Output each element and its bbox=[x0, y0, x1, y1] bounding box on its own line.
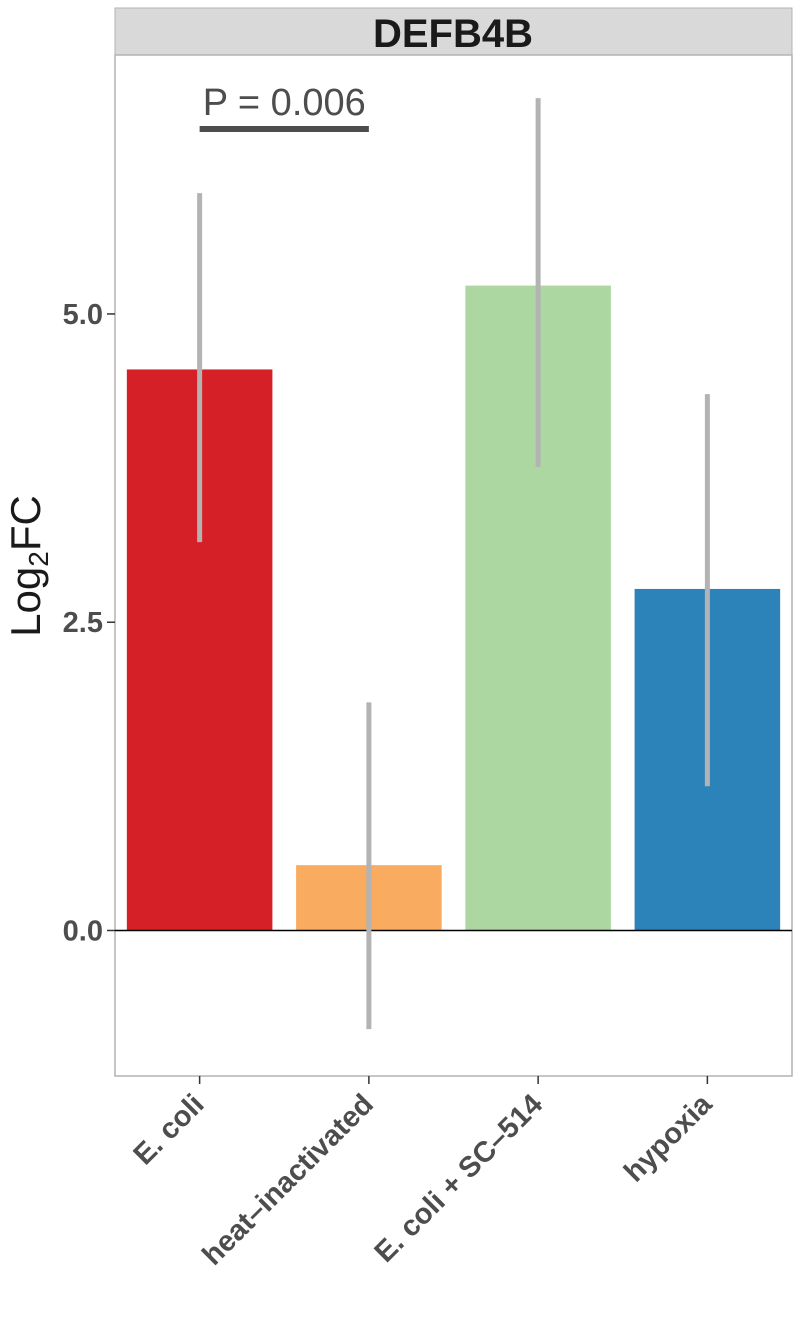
significance-annotation: P = 0.006 bbox=[199, 82, 369, 132]
y-tick-label-2: 5.0 bbox=[63, 299, 103, 331]
x-tick-label-1: heat–inactivated bbox=[196, 1088, 379, 1271]
x-tick-label-0: E. coli bbox=[128, 1088, 211, 1171]
y-tick-label-1: 2.5 bbox=[63, 607, 103, 639]
y-axis-title-main: Log bbox=[2, 567, 49, 637]
chart-title: DEFB4B bbox=[373, 12, 533, 56]
y-axis-title-subscript: 2 bbox=[23, 551, 54, 567]
y-axis-title-tail: FC bbox=[2, 495, 49, 551]
x-tick-label-2: E. coli + SC–514 bbox=[369, 1088, 550, 1269]
error-bars-group bbox=[197, 98, 710, 1030]
p-value-label: P = 0.006 bbox=[203, 82, 366, 124]
y-tick-label-0: 0.0 bbox=[63, 915, 103, 947]
x-tick-label-3: hypoxia bbox=[618, 1088, 719, 1189]
strip-background bbox=[114, 7, 793, 56]
y-axis: 0.0 2.5 5.0 bbox=[63, 299, 115, 947]
y-axis-title: Log2FC bbox=[2, 495, 54, 637]
